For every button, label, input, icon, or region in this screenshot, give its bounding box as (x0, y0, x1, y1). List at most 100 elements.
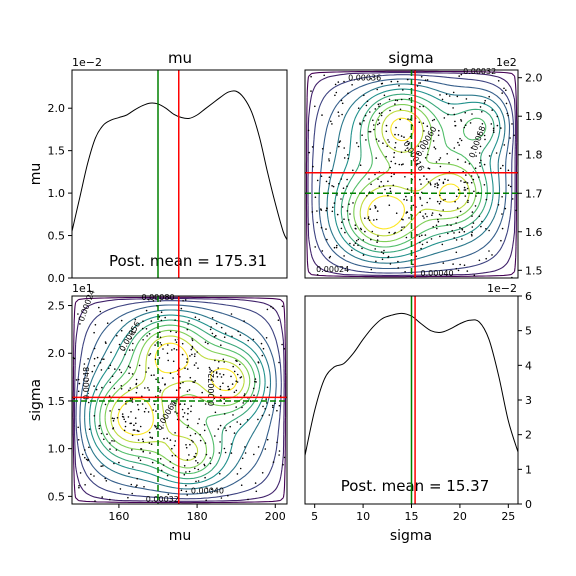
mu-sigma-joint-sample-point (254, 482, 257, 484)
mu-sigma-joint-sample-point (124, 425, 127, 428)
mu-sigma-joint-sample-point (143, 410, 146, 413)
sigma-mu-joint-sample-point (492, 129, 495, 132)
sigma-mu-joint-sample-point (308, 223, 310, 225)
sigma-mu-joint-sample-point (380, 251, 383, 253)
mu-sigma-joint-sample-point (183, 465, 186, 467)
sigma-mu-joint-sample-point (328, 182, 330, 185)
sigma-mu-joint-sample-point (388, 98, 391, 101)
mu-sigma-joint-sample-point (188, 470, 191, 473)
mu-sigma-joint-sample-point (129, 422, 131, 425)
mu-sigma-joint-sample-point (168, 297, 170, 300)
mu-sigma-joint-sample-point (191, 439, 193, 442)
mu-sigma-joint-sample-point (235, 389, 238, 392)
sigma-mu-joint-sample-point (459, 263, 461, 266)
mu-sigma-joint-sample-point (139, 459, 142, 462)
sigma-mu-joint-sample-point (405, 236, 408, 239)
sigma-mu-joint-sample-point (431, 119, 434, 122)
mu-sigma-joint-sample-point (257, 361, 260, 363)
mu-sigma-joint-sample-point (134, 417, 137, 419)
sigma-mu-joint-contour-level (326, 83, 506, 264)
mu-sigma-joint-sample-point (241, 457, 244, 460)
sigma-mu-joint-sample-point (351, 249, 353, 252)
sigma-mu-joint-sample-point (382, 185, 385, 187)
sigma-mu-joint-sample-point (394, 103, 396, 105)
sigma-mu-joint-sample-point (477, 133, 479, 135)
mu-sigma-joint-sample-point (136, 387, 138, 389)
sigma-mu-joint-sample-point (453, 113, 456, 116)
sigma-mu-joint-sample-point (338, 183, 340, 185)
mu-sigma-joint-sample-point (128, 349, 131, 351)
sigma-mu-joint-sample-point (471, 231, 473, 234)
sigma-mu-joint-sample-point (376, 88, 379, 91)
sigma-mu-joint-sample-point (493, 131, 495, 133)
sigma-mu-joint-sample-point (470, 175, 473, 177)
mu-sigma-joint-sample-point (109, 448, 111, 450)
mu-sigma-joint-sample-point (148, 354, 150, 356)
sigma-mu-joint-sample-point (463, 230, 466, 233)
mu-sigma-joint-sample-point (131, 330, 133, 333)
sigma-mu-joint-sample-point (420, 183, 422, 185)
sigma-mu-joint-sample-point (478, 259, 481, 262)
sigma-mu-joint-sample-point (447, 179, 449, 181)
mu-sigma-joint-sample-point (144, 387, 146, 389)
mu-sigma-joint-sample-point (268, 414, 271, 416)
sigma-mu-joint-sample-point (435, 161, 438, 163)
sigma-mu-joint-sample-point (416, 162, 418, 165)
mu-sigma-joint-sample-point (191, 338, 193, 340)
mu-sigma-joint-sample-point (188, 320, 190, 322)
sigma-mu-joint-sample-point (453, 237, 456, 239)
sigma-mu-joint-sample-point (505, 89, 507, 91)
mu-sigma-joint-sample-point (276, 441, 278, 444)
mu-sigma-joint-sample-point (151, 461, 154, 464)
sigma-mu-joint-sample-point (444, 178, 446, 181)
mu-sigma-joint-sample-point (272, 406, 274, 409)
mu-sigma-joint-sample-point (209, 462, 212, 465)
mu-sigma-joint-sample-point (78, 382, 81, 385)
sigma-mu-joint-sample-point (402, 163, 404, 165)
mu-sigma-joint-sample-point (185, 446, 188, 449)
mu-sigma-joint-sample-point (199, 433, 201, 436)
mu-sigma-joint-sample-point (219, 385, 222, 388)
mu-sigma-joint-sample-point (81, 453, 84, 456)
mu-panel-title: mu (168, 49, 192, 67)
mu-sigma-joint-sample-point (193, 364, 196, 366)
sigma-mu-joint-sample-point (488, 155, 491, 157)
sigma-mu-joint-sample-point (372, 119, 374, 122)
mu-sigma-joint-sample-point (220, 497, 223, 499)
sigma-mu-joint-sample-point (424, 79, 427, 81)
mu-sigma-joint-sample-point (239, 376, 242, 379)
mu-sigma-joint-sample-point (189, 434, 192, 437)
mu-sigma-joint-sample-point (185, 471, 187, 473)
sigma-mu-joint-sample-point (341, 221, 343, 223)
mu-sigma-joint-sample-point (120, 329, 123, 332)
sigma-mu-joint-sample-point (501, 196, 503, 198)
sigma-mu-joint-sample-point (404, 176, 406, 178)
sigma-mu-joint-sample-point (347, 219, 350, 221)
sigma-mu-joint-sample-point (432, 226, 435, 228)
sigma-marginal-offset-text: 1e−2 (487, 282, 517, 295)
mu-sigma-joint-sample-point (120, 319, 123, 322)
sigma-mu-joint-sample-point (363, 119, 365, 122)
mu-sigma-joint-sample-point (104, 477, 106, 480)
mu-sigma-joint-sample-point (247, 498, 249, 501)
mu-sigma-joint-sample-point (132, 429, 135, 431)
mu-sigma-joint-sample-point (180, 489, 183, 492)
sigma-mu-joint-ytick-label: 1.6 (525, 226, 543, 239)
sigma-mu-joint-sample-point (366, 195, 368, 197)
sigma-mu-joint-sample-point (419, 82, 422, 84)
sigma-mu-joint-sample-point (438, 202, 441, 205)
sigma-mu-joint-sample-point (387, 194, 389, 197)
mu-sigma-joint-sample-point (131, 373, 134, 375)
mu-sigma-joint-sample-point (220, 344, 222, 347)
sigma-marginal-ytick-label: 5 (525, 325, 532, 338)
sigma-mu-joint-sample-point (446, 153, 449, 155)
sigma-mu-joint-sample-point (380, 114, 383, 117)
sigma-mu-joint-sample-point (379, 103, 382, 105)
mu-sigma-joint-sample-point (169, 461, 172, 463)
mu-sigma-joint-sample-point (266, 308, 269, 311)
mu-sigma-joint-sample-point (167, 493, 170, 496)
mu-sigma-joint-sample-point (222, 382, 224, 385)
mu-sigma-joint-sample-point (235, 406, 237, 408)
mu-sigma-joint-sample-point (141, 327, 144, 330)
sigma-mu-joint-sample-point (479, 165, 481, 167)
